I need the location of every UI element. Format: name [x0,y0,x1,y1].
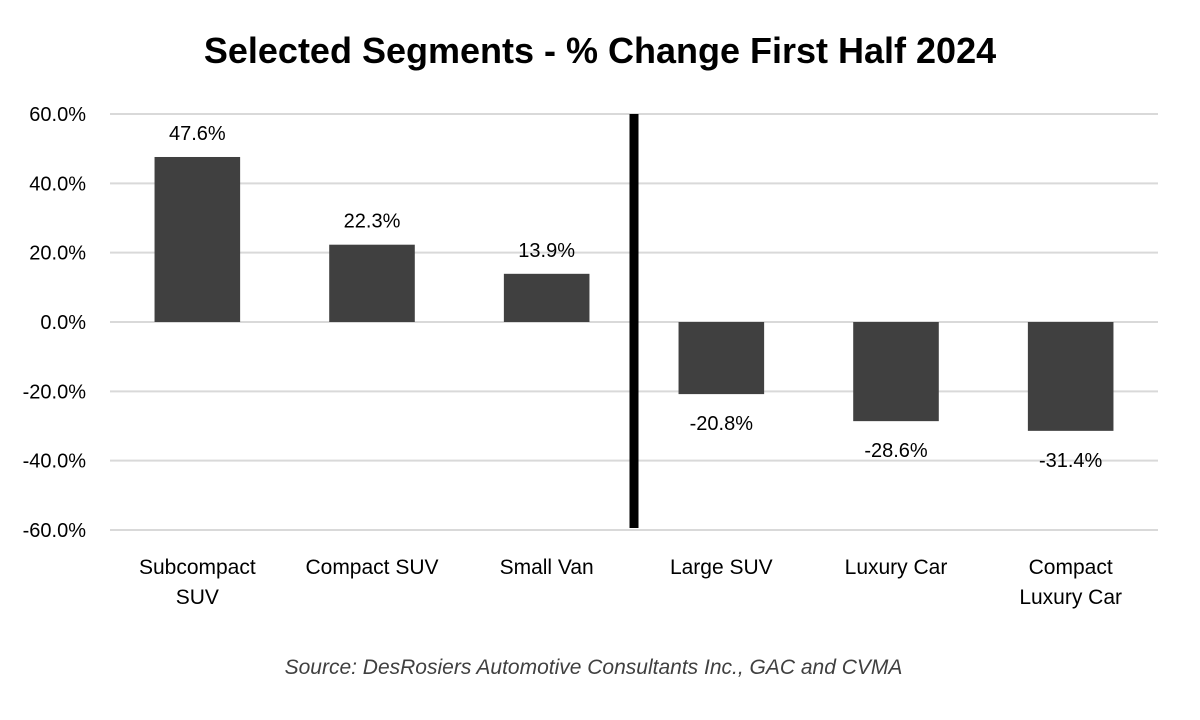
data-label: 13.9% [518,240,575,262]
category-label: Compact SUV [305,556,438,579]
bar [503,273,590,322]
y-tick-label: 40.0% [29,173,86,195]
source-note: Source: DesRosiers Automotive Consultant… [284,656,903,679]
category-label: Luxury Car [845,556,948,579]
data-labels: 47.6% 22.3% 13.9% -20.8% -28.6% -31.4% [169,123,1103,472]
y-tick-label: 20.0% [29,243,86,265]
bar [154,156,241,322]
y-tick-label: -40.0% [23,451,87,473]
y-axis-ticks: 60.0% 40.0% 20.0% 0.0% -20.0% -40.0% -60.0% [23,104,87,542]
y-tick-label: -60.0% [23,520,87,542]
category-label: Subcompact [139,556,256,579]
chart-title: Selected Segments - % Change First Half … [203,30,997,71]
y-tick-label: 60.0% [29,104,86,126]
category-label: Small Van [500,556,594,579]
bars [154,156,1114,431]
x-axis-categories: Subcompact SUV Compact SUV Small Van Large S… [139,556,1122,609]
bar [1027,322,1114,431]
data-label: -28.6% [864,440,928,462]
bar [329,244,415,322]
data-label: -20.8% [690,413,754,435]
category-label: SUV [176,586,219,609]
data-label: -31.4% [1039,450,1103,472]
data-label: 47.6% [169,123,226,145]
category-label: Luxury Car [1019,586,1122,609]
bar [678,322,765,395]
bar [853,322,939,422]
y-tick-label: -20.0% [23,381,87,403]
data-label: 22.3% [344,211,401,233]
category-label: Compact [1029,556,1113,579]
y-tick-label: 0.0% [40,312,86,334]
category-label: Large SUV [670,556,773,579]
